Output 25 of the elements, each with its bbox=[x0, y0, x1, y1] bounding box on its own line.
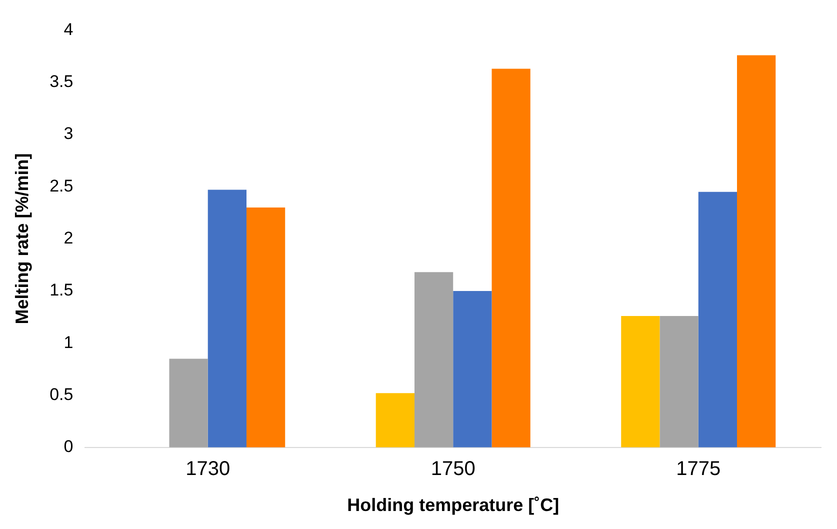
y-tick-label: 4 bbox=[64, 20, 74, 39]
y-tick-label: 2.5 bbox=[50, 176, 74, 196]
y-tick-label: 3.5 bbox=[50, 72, 74, 92]
bar bbox=[660, 316, 698, 448]
bar bbox=[208, 190, 246, 448]
bar bbox=[621, 316, 660, 448]
y-tick-label: 2 bbox=[64, 228, 74, 248]
x-tick-label: 1775 bbox=[676, 458, 721, 480]
bar bbox=[492, 68, 530, 448]
bar bbox=[376, 393, 414, 448]
bar bbox=[246, 208, 286, 448]
y-tick-label: 0 bbox=[64, 437, 74, 456]
y-tick-label: 3 bbox=[64, 124, 74, 144]
x-tick-label: 1750 bbox=[430, 458, 476, 480]
x-axis-title: Holding temperature [˚C] bbox=[347, 495, 560, 516]
y-tick-label: 0.5 bbox=[50, 384, 74, 404]
y-tick-label: 1.5 bbox=[50, 280, 74, 300]
bar bbox=[453, 290, 492, 448]
x-tick-label: 1730 bbox=[186, 458, 230, 480]
bar bbox=[737, 55, 776, 448]
bar bbox=[698, 192, 737, 448]
y-tick-label: 1 bbox=[64, 332, 74, 352]
bar bbox=[169, 358, 208, 448]
y-axis-title: Melting rate [%/min] bbox=[12, 153, 32, 324]
bar bbox=[414, 272, 454, 448]
